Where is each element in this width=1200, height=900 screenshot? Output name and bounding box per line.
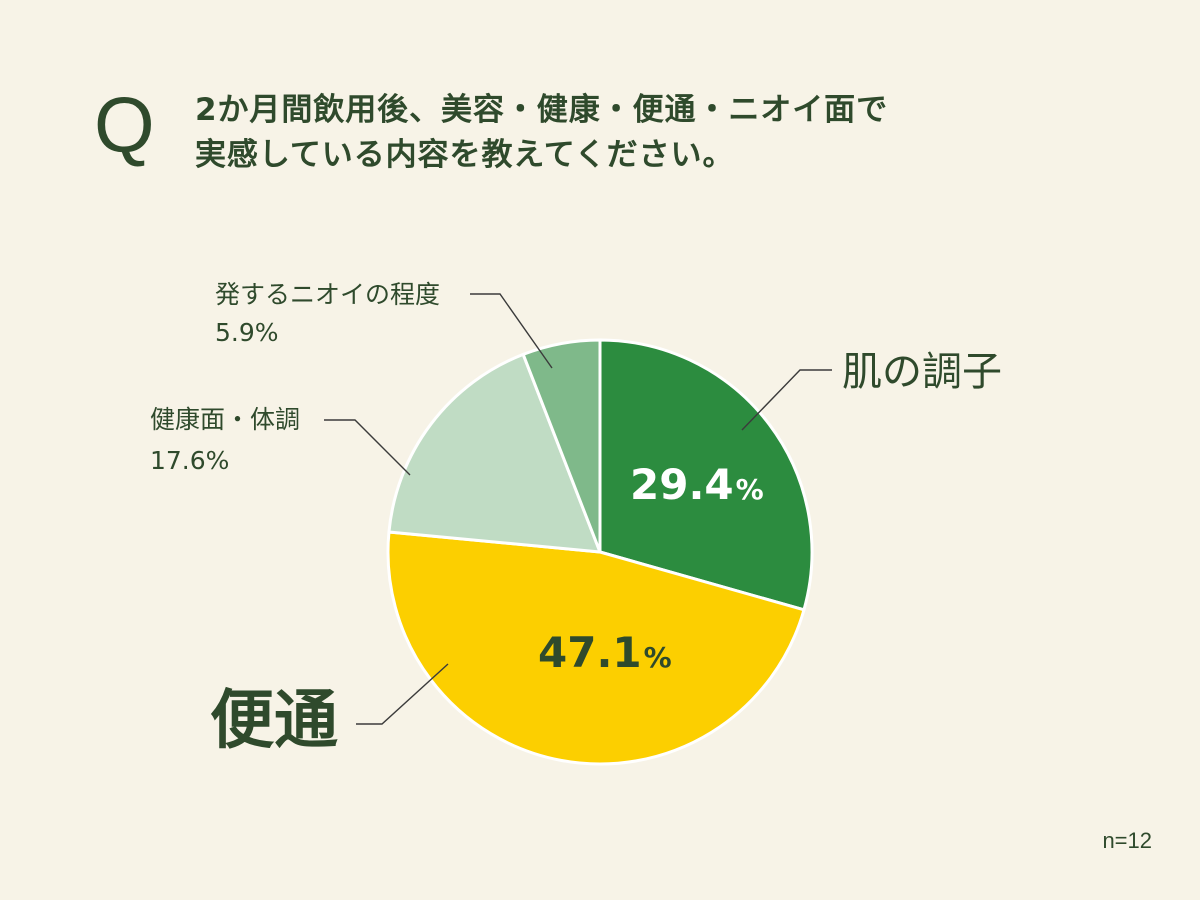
value-health: 17.6% [150, 446, 230, 475]
value-odor: 5.9% [215, 318, 279, 347]
leader-line-odor [470, 293, 553, 369]
pie-slice-odor [521, 338, 602, 554]
question-line-1: 2か月間飲用後、美容・健康・便通・ニオイ面で [195, 92, 889, 128]
label-bowel: 便通 [210, 684, 338, 758]
label-odor: 発するニオイの程度 [215, 280, 441, 309]
pie-slice-skin-condition [598, 338, 814, 612]
leader-line-health [324, 419, 411, 476]
pie-slice-bowel [386, 530, 806, 766]
sample-size: n=12 [1102, 828, 1152, 853]
question-mark: Q [94, 81, 155, 169]
value-skin-condition: 29.4% [630, 460, 764, 509]
leader-line-skin-condition [741, 369, 832, 431]
leader-line-bowel [356, 663, 449, 725]
question-line-2: 実感している内容を教えてください。 [195, 136, 735, 173]
pie-slice-health [387, 352, 602, 554]
value-skin-condition-unit: % [735, 473, 764, 506]
value-bowel-number: 47.1 [538, 628, 642, 677]
value-skin-condition-number: 29.4 [630, 460, 734, 509]
value-bowel-unit: % [643, 641, 672, 674]
question-text: 2か月間飲用後、美容・健康・便通・ニオイ面で 実感している内容を教えてください。 [195, 88, 1015, 178]
label-skin-condition: 肌の調子 [842, 349, 1002, 395]
label-health: 健康面・体調 [150, 405, 301, 434]
value-bowel: 47.1% [538, 628, 672, 677]
